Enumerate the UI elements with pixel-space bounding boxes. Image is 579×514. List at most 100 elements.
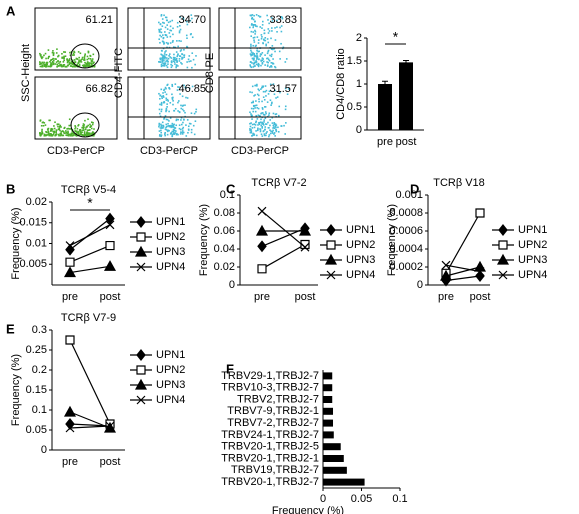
flow-dot [51, 128, 53, 131]
flow-dot [174, 83, 177, 85]
flow-dot [68, 118, 71, 121]
flow-dot [178, 24, 181, 27]
flow-dot [161, 18, 164, 20]
flow-gate [70, 112, 100, 138]
flow-dot [270, 66, 273, 68]
flow-dot [186, 119, 189, 121]
flow-dot [57, 65, 59, 67]
flow-dot [267, 58, 270, 61]
flow-dot [182, 16, 185, 19]
flow-dot [181, 133, 184, 135]
flow-dot [169, 117, 172, 119]
flow-dot [79, 60, 82, 62]
flow-dot [261, 108, 264, 110]
flow-dot [250, 24, 253, 26]
flow-dot [263, 133, 266, 135]
flow-dot [174, 46, 177, 49]
flow-dot [267, 61, 269, 64]
flow-dot [166, 24, 169, 26]
marker [105, 220, 115, 230]
flow-dot [178, 111, 181, 113]
y-tick-label: 0.15 [26, 384, 47, 396]
flow-dot [159, 97, 161, 100]
flow-dot [264, 111, 267, 113]
flow-dot [250, 66, 253, 69]
flow-dot [267, 41, 270, 44]
flow-dot [78, 60, 80, 63]
legend-label: UPN3 [518, 254, 547, 266]
flow-dot [50, 62, 52, 65]
flow-dot [39, 61, 41, 63]
flow-dot [48, 119, 51, 122]
flow-dot [259, 26, 262, 28]
flow-dot [69, 133, 72, 136]
flow-dot [251, 118, 253, 120]
flow-dot [160, 28, 162, 30]
flow-dot [252, 100, 255, 103]
flow-dot [167, 43, 169, 45]
flow-dot [191, 85, 194, 88]
flow-dot [64, 51, 67, 53]
flow-dot [170, 63, 172, 66]
flow-dot [260, 118, 262, 121]
marker [136, 232, 146, 242]
flow-dot [85, 65, 87, 68]
flow-x-label: CD3-PerCP [231, 145, 289, 157]
flow-dot [264, 39, 267, 42]
flow-dot [252, 101, 254, 104]
flow-dot [256, 118, 259, 120]
x-tick-label: 0.05 [351, 493, 372, 505]
flow-dot [180, 104, 182, 107]
flow-dot [58, 62, 60, 64]
flow-dot [187, 58, 190, 61]
flow-dot [189, 19, 192, 22]
flow-dot [64, 55, 67, 58]
flow-dot [258, 100, 260, 103]
flow-dot [267, 32, 270, 34]
flow-dot [47, 127, 50, 130]
flow-dot [73, 65, 75, 68]
flow-dot [250, 115, 253, 117]
flow-dot [268, 135, 270, 138]
flow-dot [185, 135, 188, 137]
flow-dot [54, 134, 56, 137]
flow-dot [83, 65, 85, 67]
flow-dot [70, 65, 73, 67]
marker [136, 349, 146, 361]
y-tick-label: TRBV20-1,TRBJ2-5 [221, 441, 319, 453]
flow-dot [164, 86, 167, 89]
flow-dot [254, 30, 257, 33]
flow-dot [87, 133, 89, 136]
flow-dot [39, 132, 41, 135]
marker [300, 242, 310, 252]
flow-dot [68, 58, 71, 60]
x-tick-label: pre [438, 291, 454, 303]
flow-dot [171, 98, 174, 100]
flow-dot [280, 30, 283, 33]
flow-dot [165, 60, 167, 63]
flow-dot [275, 113, 278, 115]
marker [473, 260, 487, 272]
flow-dot [191, 66, 193, 69]
flow-dot [165, 93, 168, 96]
flow-dot [260, 60, 263, 62]
flow-dot [90, 127, 93, 130]
flow-dot [74, 61, 77, 64]
flow-dot [173, 60, 175, 63]
flow-dot [266, 131, 268, 133]
series-line [445, 275, 481, 282]
flow-dot [251, 17, 254, 19]
flow-plots: SSC-Height CD3-PerCP 61.21 66.82 CD4-FITC CD3… [20, 7, 302, 157]
series-line [261, 243, 306, 270]
flow-dot [253, 59, 255, 61]
flow-dot [249, 131, 252, 134]
marker [324, 253, 338, 265]
flow-dot [176, 55, 179, 58]
flow-dot [161, 57, 164, 60]
flow-dot [174, 107, 177, 110]
flow-dot [67, 127, 70, 130]
flow-dot [52, 62, 54, 64]
flow-dot [173, 123, 175, 126]
y-tick-label: 0 [356, 124, 362, 136]
flow-dot [166, 103, 168, 105]
